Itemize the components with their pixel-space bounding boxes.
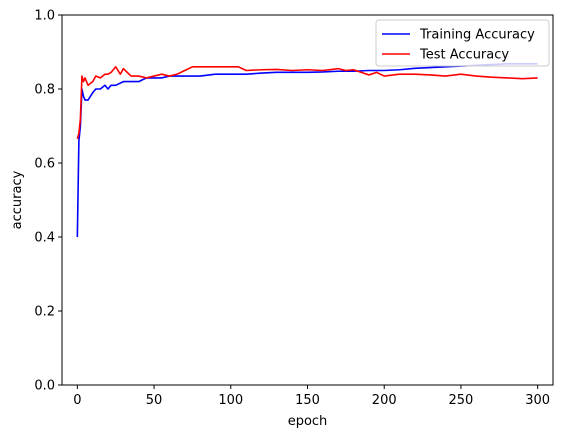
y-axis: 0.0 0.2 0.4 0.6 0.8 1.0 bbox=[34, 9, 62, 394]
x-tick-label: 150 bbox=[295, 393, 320, 408]
x-tick-label: 200 bbox=[372, 393, 397, 408]
y-tick-label: 1.0 bbox=[34, 9, 55, 24]
x-axis-label: epoch bbox=[288, 414, 328, 429]
y-tick-label: 0.2 bbox=[34, 305, 55, 320]
x-tick-label: 300 bbox=[525, 393, 550, 408]
series-line-training-accuracy bbox=[76, 63, 538, 238]
x-tick-label: 100 bbox=[218, 393, 243, 408]
y-tick-label: 0.8 bbox=[34, 83, 55, 98]
y-tick-label: 0.6 bbox=[34, 157, 55, 172]
series-layer bbox=[76, 63, 538, 238]
y-tick-label: 0.0 bbox=[34, 379, 55, 394]
x-tick-label: 0 bbox=[73, 393, 81, 408]
legend-label-test-accuracy: Test Accuracy bbox=[419, 48, 509, 63]
y-axis-label: accuracy bbox=[10, 170, 25, 229]
x-axis: 0 50 100 150 200 250 300 bbox=[73, 385, 550, 408]
legend: Training Accuracy Test Accuracy bbox=[375, 19, 550, 67]
y-tick-label: 0.4 bbox=[34, 231, 55, 246]
x-tick-label: 250 bbox=[449, 393, 474, 408]
legend-label-training-accuracy: Training Accuracy bbox=[419, 28, 535, 43]
legend-box bbox=[375, 19, 550, 67]
x-tick-label: 50 bbox=[146, 393, 163, 408]
series-line-test-accuracy bbox=[76, 66, 538, 140]
